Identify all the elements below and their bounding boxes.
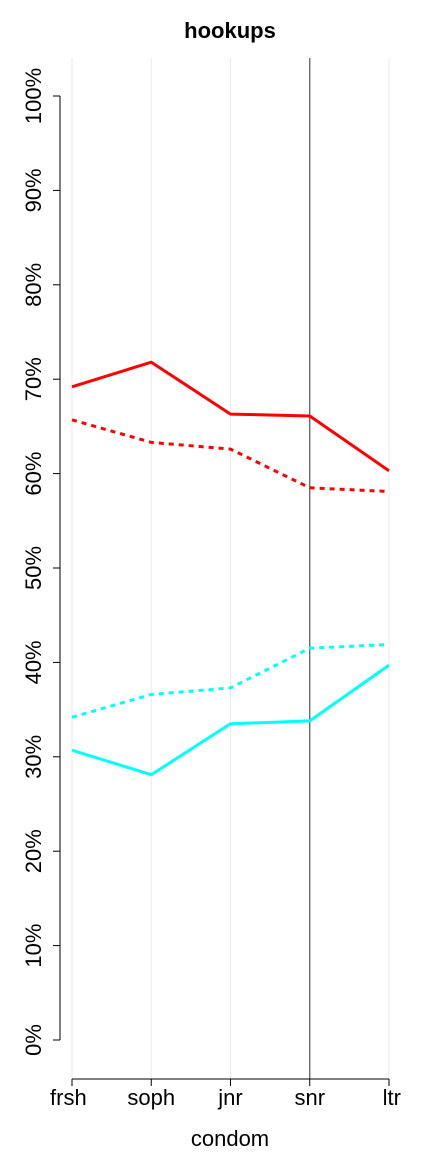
x-tick-label-snr: snr	[294, 1085, 325, 1110]
axes: 0% 10% 20% 30% 40% 50% 60% 70% 80% 90% 100% frsh sop…	[21, 68, 401, 1110]
y-tick-label: 0%	[21, 1024, 46, 1056]
y-tick-label: 80%	[21, 263, 46, 307]
series-line-1	[71, 418, 390, 493]
y-tick-label: 60%	[21, 452, 46, 496]
series-line-0	[71, 360, 390, 473]
y-tick-label: 10%	[21, 924, 46, 968]
y-tick-label: 100%	[21, 68, 46, 124]
series-line-3	[71, 663, 390, 777]
x-tick-label-soph: soph	[127, 1085, 175, 1110]
series-group	[71, 360, 390, 777]
x-axis-label: condom	[191, 1126, 269, 1151]
x-tick-label-jnr: jnr	[217, 1085, 242, 1110]
y-tick-label: 20%	[21, 829, 46, 873]
y-tick-label: 30%	[21, 735, 46, 779]
x-tick-label-frsh: frsh	[50, 1085, 87, 1110]
series-line-2	[71, 643, 390, 719]
y-tick-label: 90%	[21, 168, 46, 212]
chart-title: hookups	[184, 18, 276, 43]
y-tick-label: 70%	[21, 357, 46, 401]
x-tick-label-ltr: ltr	[383, 1085, 401, 1110]
grid-lines	[71, 58, 390, 1079]
y-tick-label: 50%	[21, 546, 46, 590]
y-tick-label: 40%	[21, 640, 46, 684]
